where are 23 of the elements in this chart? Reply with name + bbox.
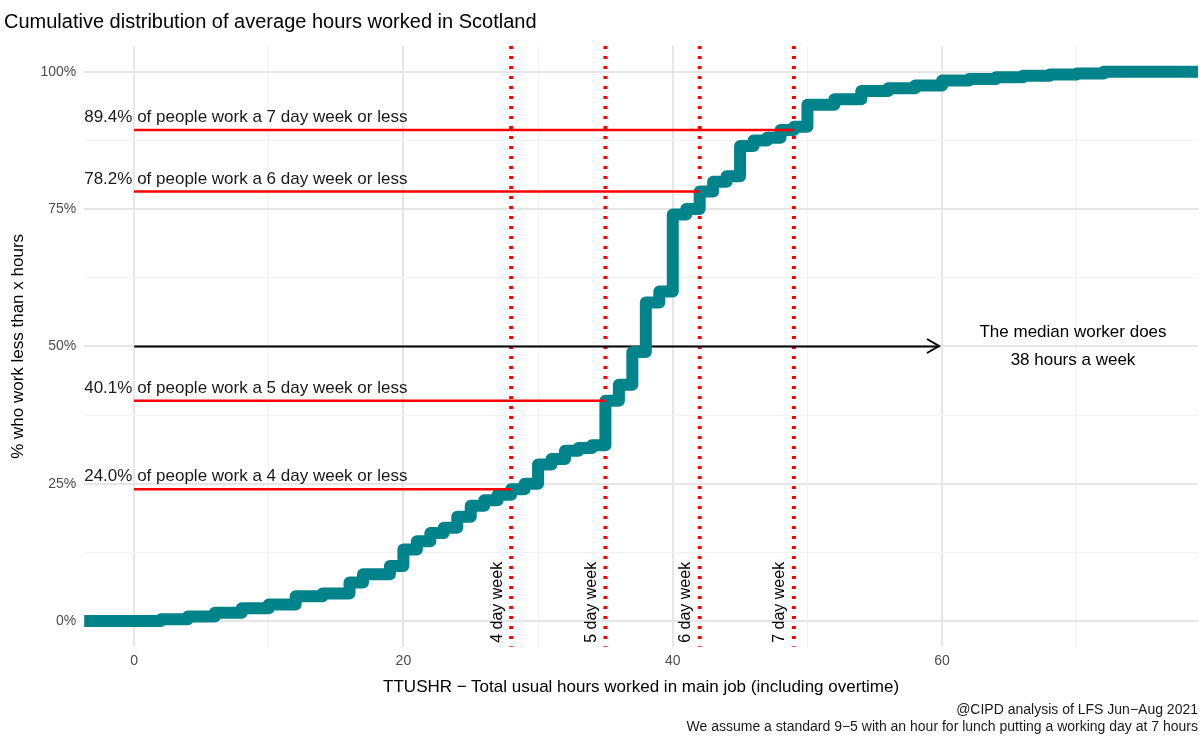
y-tick-label: 50% xyxy=(48,337,77,354)
ref-line-label: 7 day week xyxy=(770,560,788,643)
y-axis-title: % who work less than x hours xyxy=(7,233,27,459)
x-tick-label: 40 xyxy=(664,652,681,669)
annotation: 78.2% of people work a 6 day week or less xyxy=(84,168,408,188)
ref-line-label: 5 day week xyxy=(581,560,599,643)
chart-title: Cumulative distribution of average hours worked in Scotland xyxy=(4,9,537,32)
ref-line-label: The median worker does 38 hours a week xyxy=(979,322,1167,370)
text: We assume a standard 9−5 with an hour for lunch putting a working day at 7 hours xyxy=(686,717,1198,734)
annotation: 40.1% of people work a 5 day week or less xyxy=(84,377,408,397)
x-axis-title: TTUSHR − Total usual hours worked in main job (including overtime) xyxy=(383,677,900,697)
ref-line-label: 6 day week xyxy=(676,560,694,643)
ref-line-label: 4 day week xyxy=(487,560,505,643)
text: @CIPD analysis of LFS Jun−Aug 2021 xyxy=(956,700,1199,717)
y-tick-label: 75% xyxy=(48,199,77,216)
y-tick-label: 0% xyxy=(55,611,77,628)
annotation: 89.4% of people work a 7 day week or less xyxy=(84,107,408,127)
y-tick-label: 100% xyxy=(40,62,77,79)
y-tick-label: 25% xyxy=(48,474,77,491)
annotation: 24.0% of people work a 4 day week or less xyxy=(84,466,408,486)
x-tick-label: 20 xyxy=(395,652,412,669)
x-tick-label: 60 xyxy=(934,652,951,669)
x-tick-label: 0 xyxy=(130,652,139,669)
